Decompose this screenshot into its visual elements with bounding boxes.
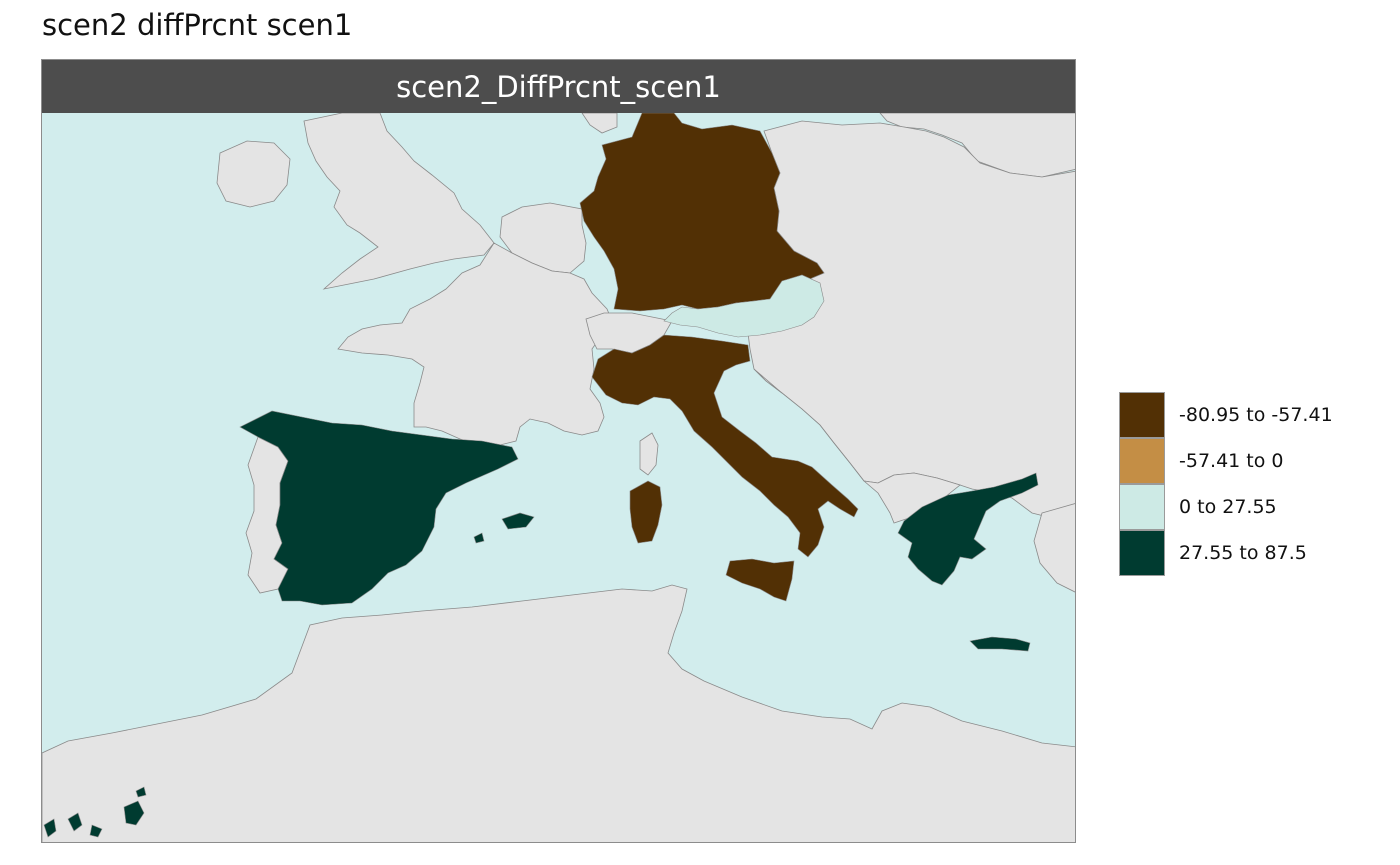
region-ireland [216,140,291,208]
legend-item: -80.95 to -57.41 [1119,392,1333,438]
legend-item: 0 to 27.55 [1119,484,1333,530]
panel-strip-label: scen2_DiffPrcnt_scen1 [42,60,1075,113]
legend-item: -57.41 to 0 [1119,438,1333,484]
legend-swatch [1119,530,1165,576]
region-balearic-islands [473,512,535,544]
legend: -80.95 to -57.41 -57.41 to 0 0 to 27.55 … [1119,392,1333,576]
region-france [337,242,613,446]
neutral-land [42,113,1075,842]
legend-label: -57.41 to 0 [1179,450,1284,472]
region-greece [897,472,1039,652]
map-panel: scen2_DiffPrcnt_scen1 [41,59,1076,843]
legend-label: 27.55 to 87.5 [1179,542,1307,564]
region-spain [239,410,519,606]
region-canary-islands [43,786,147,838]
region-austria [663,274,825,338]
choropleth-map [42,113,1075,842]
plot-title: scen2 diffPrcnt scen1 [42,8,353,42]
legend-swatch [1119,484,1165,530]
legend-item: 27.55 to 87.5 [1119,530,1333,576]
region-scandinavia [581,113,618,134]
region-sardinia [629,480,663,544]
legend-swatch [1119,438,1165,484]
region-italy [591,334,859,558]
region-sicily [725,558,795,602]
legend-swatch [1119,392,1165,438]
legend-label: 0 to 27.55 [1179,496,1277,518]
region-turkey [1033,503,1075,593]
region-north-africa [42,584,1075,842]
region-great-britain [303,113,495,290]
region-corsica [639,432,659,476]
legend-label: -80.95 to -57.41 [1179,404,1333,426]
